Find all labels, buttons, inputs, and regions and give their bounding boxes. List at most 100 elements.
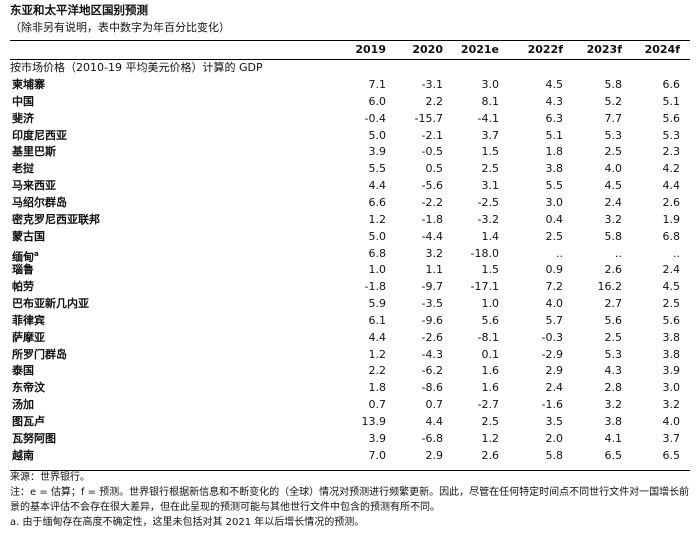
cell: 2.5	[662, 297, 681, 311]
note: 注：e = 估算；f = 预测。世界银行根据新信息和不断变化的（全球）情况对预测…	[10, 487, 690, 513]
cell: 5.8	[604, 78, 623, 91]
row-label: 萨摩亚	[12, 331, 45, 345]
cell: 1.6	[481, 381, 500, 395]
cell: 1.2	[481, 431, 500, 445]
cell: 5.0	[368, 229, 387, 243]
cell: -1.8	[364, 280, 386, 294]
column-header: 2021e	[460, 43, 499, 56]
row-label: 帕劳	[12, 280, 34, 294]
row-label-text: 汤加	[12, 398, 34, 412]
cell: 5.5	[368, 162, 387, 176]
cell: 4.4	[368, 179, 387, 193]
cell: 1.4	[481, 229, 500, 243]
cell: 4.3	[604, 364, 623, 378]
cell: -2.7	[477, 398, 499, 412]
section-label: 按市场价格（2010-19 平均美元价格）计算的 GDP	[10, 61, 263, 74]
cell: 1.2	[368, 212, 387, 226]
cell: 4.4	[662, 179, 681, 193]
cell: 1.9	[662, 212, 681, 226]
cell: 4.4	[368, 330, 387, 344]
cell: -9.6	[421, 313, 443, 327]
cell: 5.3	[662, 128, 681, 142]
cell: 2.4	[545, 381, 564, 395]
cell: 2.0	[545, 431, 564, 445]
cell: -2.6	[421, 330, 443, 344]
cell: 4.4	[425, 415, 444, 428]
cell: 6.6	[368, 195, 387, 209]
cell: 3.9	[662, 364, 681, 378]
cell: 7.1	[368, 78, 387, 91]
cell: 2.7	[604, 297, 623, 311]
row-label-text: 越南	[12, 448, 34, 462]
row-label-text: 中国	[12, 94, 34, 108]
cell: 5.3	[604, 347, 623, 361]
rule	[10, 59, 690, 60]
cell: -0.3	[541, 330, 563, 344]
subtitle: （除非另有说明，表中数字为年百分比变化）	[10, 21, 230, 34]
cell: 4.5	[662, 280, 681, 294]
row-label-text: 巴布亚新几内亚	[12, 297, 89, 311]
column-header: 2023f	[586, 43, 622, 56]
cell: 4.1	[604, 431, 623, 445]
footnote-mark: a	[34, 249, 39, 258]
cell: 3.7	[481, 128, 500, 142]
row-label-text: 泰国	[12, 364, 34, 378]
row-label-text: 印度尼西亚	[12, 128, 67, 142]
cell: 0.9	[545, 263, 564, 277]
cell: 0.7	[425, 398, 444, 412]
cell: 5.2	[604, 94, 623, 108]
row-label: 泰国	[12, 364, 34, 378]
cell: 5.6	[604, 313, 623, 327]
cell: 2.4	[662, 263, 681, 277]
cell: 5.1	[662, 94, 681, 108]
cell: 3.2	[604, 212, 623, 226]
cell: 6.8	[368, 246, 387, 260]
cell: 4.3	[545, 94, 564, 108]
cell: 7.0	[368, 448, 387, 462]
cell: 0.1	[481, 347, 500, 361]
cell: 2.5	[545, 229, 564, 243]
cell: 6.3	[545, 111, 564, 125]
cell: -1.8	[421, 212, 443, 226]
source: 来源：世界银行。	[10, 472, 90, 483]
title: 东亚和太平洋地区国别预测	[10, 3, 148, 17]
row-label-text: 柬埔寨	[12, 78, 45, 91]
row-label-text: 瑙鲁	[12, 263, 34, 277]
cell: -3.1	[421, 78, 443, 91]
cell: -0.5	[421, 145, 443, 159]
cell: 2.9	[545, 364, 564, 378]
cell: -8.1	[477, 330, 499, 344]
cell: 3.2	[425, 246, 444, 260]
cell: -1.6	[541, 398, 563, 412]
cell: 2.6	[662, 195, 681, 209]
cell: ..	[556, 246, 563, 260]
row-label-text: 缅甸	[12, 250, 34, 264]
cell: 4.0	[662, 415, 681, 428]
cell: 2.5	[604, 330, 623, 344]
row-label: 越南	[12, 449, 34, 463]
row-label-text: 马来西亚	[12, 179, 56, 193]
cell: 3.0	[662, 381, 681, 395]
note: a. 由于缅甸存在高度不确定性，这里未包括对其 2021 年以后增长情况的预测。	[10, 517, 365, 528]
column-header: 2020	[412, 43, 443, 56]
cell: 5.5	[545, 179, 564, 193]
row-label-text: 东帝汶	[12, 381, 45, 395]
cell: -17.1	[470, 280, 499, 294]
row-label-text: 所罗门群岛	[12, 347, 67, 361]
cell: 5.1	[545, 128, 564, 142]
cell: 6.5	[604, 448, 623, 462]
cell: 2.2	[425, 94, 444, 108]
cell: 5.0	[368, 128, 387, 142]
cell: 7.7	[604, 111, 623, 125]
cell: -8.6	[421, 381, 443, 395]
cell: 0.4	[545, 212, 564, 226]
cell: 2.6	[481, 448, 500, 462]
cell: 2.4	[604, 195, 623, 209]
cell: -2.9	[541, 347, 563, 361]
row-label-text: 瓦努阿图	[12, 431, 56, 445]
row-label: 图瓦卢	[12, 415, 45, 429]
cell: ..	[615, 246, 622, 260]
row-label: 东帝汶	[12, 381, 45, 395]
cell: 5.6	[662, 313, 681, 327]
row-label: 缅甸a	[12, 247, 39, 265]
